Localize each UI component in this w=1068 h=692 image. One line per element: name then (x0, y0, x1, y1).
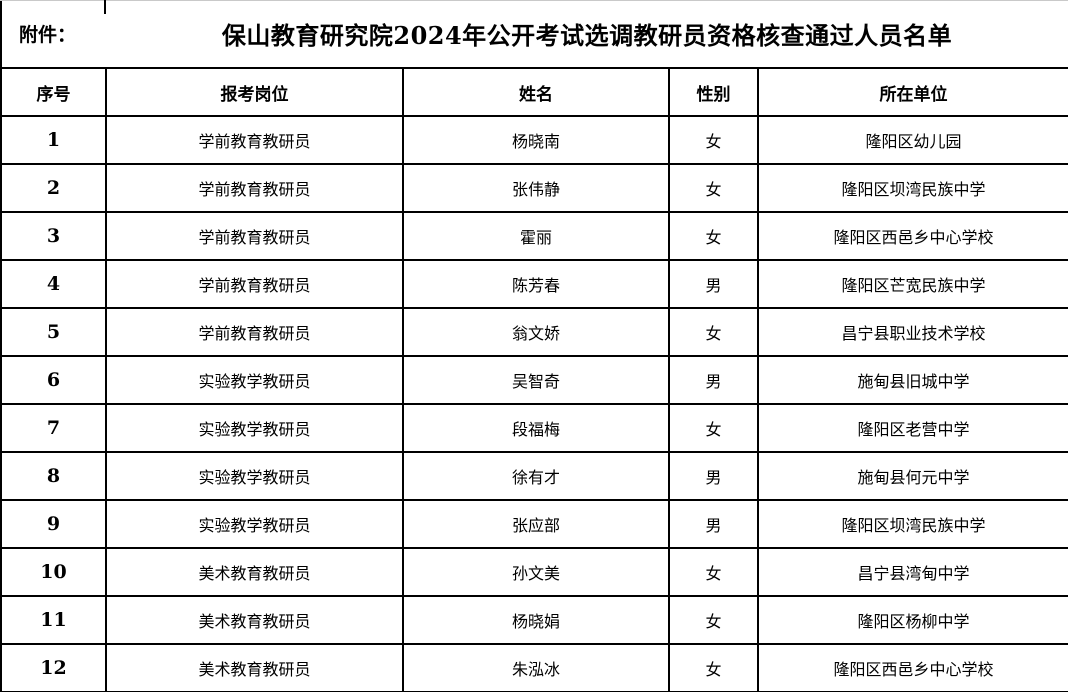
column-header-unit: 所在单位 (756, 67, 1068, 117)
table-row: 8 实验教学教研员 徐有才 男 施甸县何元中学 (0, 451, 1068, 501)
cell-seq: 5 (0, 307, 107, 357)
table-row: 6 实验教学教研员 吴智奇 男 施甸县旧城中学 (0, 355, 1068, 405)
cell-gender: 女 (668, 595, 759, 645)
cell-name: 翁文娇 (402, 307, 670, 357)
table-row: 12 美术教育教研员 朱泓冰 女 隆阳区西邑乡中心学校 (0, 643, 1068, 692)
cell-position: 学前教育教研员 (105, 259, 404, 309)
cell-gender: 男 (668, 451, 759, 501)
cell-unit: 隆阳区芒宽民族中学 (756, 259, 1068, 309)
cell-seq: 4 (0, 259, 107, 309)
cell-unit: 隆阳区西邑乡中心学校 (756, 643, 1068, 692)
cell-unit: 昌宁县职业技术学校 (756, 307, 1068, 357)
cell-gender: 女 (668, 547, 759, 597)
column-header-gender: 性别 (668, 67, 759, 117)
cell-name: 杨晓娟 (402, 595, 670, 645)
cell-position: 学前教育教研员 (105, 307, 404, 357)
cell-seq: 11 (0, 595, 107, 645)
table-row: 9 实验教学教研员 张应部 男 隆阳区坝湾民族中学 (0, 499, 1068, 549)
attachment-label: 附件： (0, 0, 106, 68)
table-row: 7 实验教学教研员 段福梅 女 隆阳区老营中学 (0, 403, 1068, 453)
title-row: 附件： 保山教育研究院2024年公开考试选调教研员资格核查通过人员名单 (0, 0, 1068, 68)
cell-gender: 女 (668, 643, 759, 692)
cell-unit: 施甸县何元中学 (756, 451, 1068, 501)
cell-seq: 10 (0, 547, 107, 597)
cell-gender: 男 (668, 355, 759, 405)
cell-seq: 12 (0, 643, 107, 692)
cell-name: 孙文美 (402, 547, 670, 597)
cell-position: 学前教育教研员 (105, 115, 404, 165)
cell-name: 杨晓南 (402, 115, 670, 165)
cell-name: 段福梅 (402, 403, 670, 453)
table-header-row: 序号 报考岗位 姓名 性别 所在单位 (0, 67, 1068, 117)
table-row: 2 学前教育教研员 张伟静 女 隆阳区坝湾民族中学 (0, 163, 1068, 213)
cell-unit: 隆阳区西邑乡中心学校 (756, 211, 1068, 261)
cell-position: 美术教育教研员 (105, 595, 404, 645)
cell-name: 吴智奇 (402, 355, 670, 405)
cell-position: 学前教育教研员 (105, 211, 404, 261)
table-row: 3 学前教育教研员 霍丽 女 隆阳区西邑乡中心学校 (0, 211, 1068, 261)
cell-seq: 6 (0, 355, 107, 405)
title-row-border-stub (104, 0, 106, 14)
cell-position: 实验教学教研员 (105, 403, 404, 453)
cell-seq: 8 (0, 451, 107, 501)
cell-gender: 女 (668, 211, 759, 261)
cell-position: 学前教育教研员 (105, 163, 404, 213)
cell-seq: 3 (0, 211, 107, 261)
cell-unit: 隆阳区杨柳中学 (756, 595, 1068, 645)
cell-name: 徐有才 (402, 451, 670, 501)
cell-name: 霍丽 (402, 211, 670, 261)
table-row: 1 学前教育教研员 杨晓南 女 隆阳区幼儿园 (0, 115, 1068, 165)
cell-position: 实验教学教研员 (105, 451, 404, 501)
table-row: 11 美术教育教研员 杨晓娟 女 隆阳区杨柳中学 (0, 595, 1068, 645)
cell-name: 朱泓冰 (402, 643, 670, 692)
cell-unit: 隆阳区老营中学 (756, 403, 1068, 453)
cell-gender: 女 (668, 307, 759, 357)
cell-unit: 隆阳区幼儿园 (756, 115, 1068, 165)
cell-name: 张应部 (402, 499, 670, 549)
cell-seq: 2 (0, 163, 107, 213)
cell-position: 实验教学教研员 (105, 499, 404, 549)
cell-gender: 女 (668, 403, 759, 453)
column-header-name: 姓名 (402, 67, 670, 117)
table-row: 4 学前教育教研员 陈芳春 男 隆阳区芒宽民族中学 (0, 259, 1068, 309)
cell-seq: 9 (0, 499, 107, 549)
cell-seq: 1 (0, 115, 107, 165)
cell-gender: 男 (668, 499, 759, 549)
cell-unit: 施甸县旧城中学 (756, 355, 1068, 405)
column-header-seq: 序号 (0, 67, 107, 117)
cell-name: 张伟静 (402, 163, 670, 213)
table-row: 10 美术教育教研员 孙文美 女 昌宁县湾甸中学 (0, 547, 1068, 597)
cell-name: 陈芳春 (402, 259, 670, 309)
page-title: 保山教育研究院2024年公开考试选调教研员资格核查通过人员名单 (106, 0, 1068, 68)
cell-unit: 隆阳区坝湾民族中学 (756, 499, 1068, 549)
cell-position: 美术教育教研员 (105, 547, 404, 597)
cell-position: 美术教育教研员 (105, 643, 404, 692)
cell-unit: 昌宁县湾甸中学 (756, 547, 1068, 597)
cell-unit: 隆阳区坝湾民族中学 (756, 163, 1068, 213)
table-row: 5 学前教育教研员 翁文娇 女 昌宁县职业技术学校 (0, 307, 1068, 357)
cell-gender: 女 (668, 115, 759, 165)
table-body: 1 学前教育教研员 杨晓南 女 隆阳区幼儿园 2 学前教育教研员 张伟静 女 隆… (0, 115, 1068, 692)
cell-position: 实验教学教研员 (105, 355, 404, 405)
cell-seq: 7 (0, 403, 107, 453)
cell-gender: 男 (668, 259, 759, 309)
column-header-position: 报考岗位 (105, 67, 404, 117)
cell-gender: 女 (668, 163, 759, 213)
